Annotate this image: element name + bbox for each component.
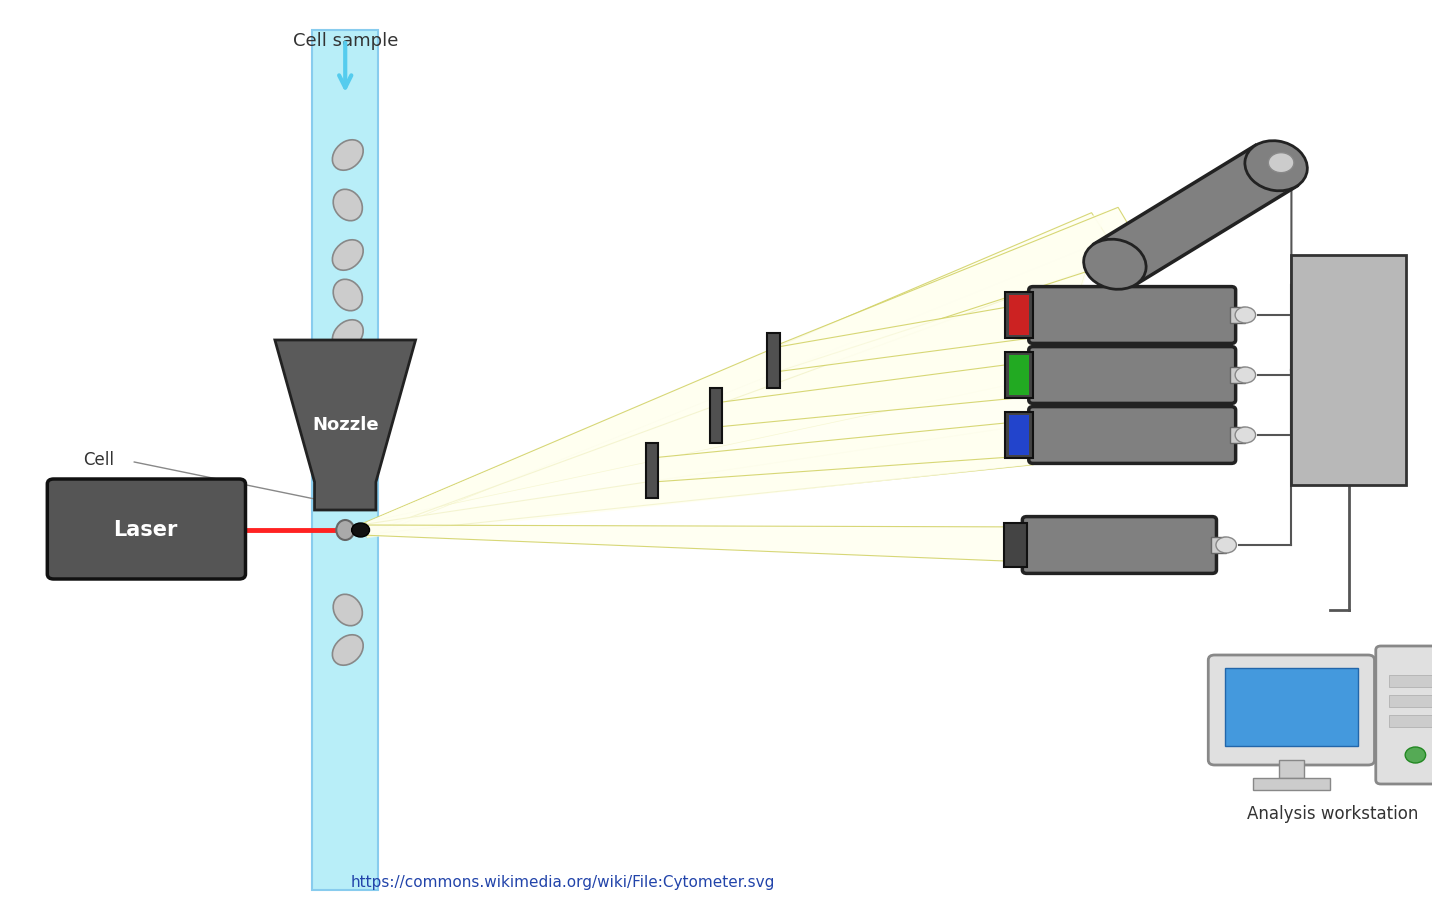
- Bar: [1388, 695, 1440, 707]
- Bar: [1292, 255, 1407, 485]
- Circle shape: [351, 523, 370, 537]
- Text: Laser: Laser: [114, 520, 179, 540]
- Ellipse shape: [333, 594, 363, 626]
- FancyBboxPatch shape: [1375, 646, 1440, 784]
- Polygon shape: [714, 357, 1071, 427]
- Bar: [1230, 367, 1246, 383]
- FancyBboxPatch shape: [1208, 655, 1375, 765]
- Ellipse shape: [1244, 140, 1308, 191]
- Bar: [1230, 427, 1246, 443]
- Bar: [1388, 715, 1440, 727]
- Bar: [1004, 523, 1027, 567]
- Bar: [1230, 307, 1246, 323]
- FancyBboxPatch shape: [1022, 517, 1217, 574]
- Circle shape: [1269, 152, 1295, 173]
- Ellipse shape: [333, 140, 363, 170]
- Ellipse shape: [333, 319, 363, 351]
- FancyBboxPatch shape: [48, 479, 245, 579]
- FancyBboxPatch shape: [1028, 407, 1236, 464]
- Polygon shape: [360, 425, 1034, 535]
- Bar: [1005, 352, 1032, 398]
- Text: Cell: Cell: [84, 451, 114, 469]
- Polygon shape: [710, 387, 723, 442]
- Circle shape: [1236, 367, 1256, 383]
- Polygon shape: [367, 210, 1106, 538]
- Polygon shape: [768, 332, 780, 387]
- Text: Analysis workstation: Analysis workstation: [1247, 805, 1418, 823]
- Text: Nozzle: Nozzle: [312, 416, 379, 434]
- Bar: [1388, 675, 1440, 687]
- Polygon shape: [275, 340, 416, 510]
- Bar: [1225, 668, 1358, 746]
- Ellipse shape: [333, 359, 363, 391]
- Text: https://commons.wikimedia.org/wiki/File:Cytometer.svg: https://commons.wikimedia.org/wiki/File:…: [350, 875, 775, 890]
- Ellipse shape: [333, 279, 363, 310]
- Polygon shape: [770, 297, 1071, 372]
- FancyBboxPatch shape: [1028, 286, 1236, 343]
- Polygon shape: [367, 245, 1093, 538]
- Bar: [1253, 778, 1329, 790]
- Circle shape: [1215, 537, 1237, 553]
- FancyBboxPatch shape: [1028, 347, 1236, 403]
- Bar: [1009, 415, 1030, 455]
- Bar: [1279, 760, 1305, 778]
- Bar: [1005, 412, 1032, 458]
- Polygon shape: [357, 213, 1120, 534]
- Ellipse shape: [333, 399, 363, 431]
- Ellipse shape: [333, 189, 363, 220]
- Text: Cell sample: Cell sample: [292, 32, 397, 50]
- Bar: [312, 30, 379, 890]
- Polygon shape: [360, 525, 1056, 563]
- Bar: [1211, 537, 1227, 553]
- Circle shape: [1236, 307, 1256, 323]
- Polygon shape: [651, 417, 1070, 482]
- Bar: [1009, 295, 1030, 335]
- Ellipse shape: [333, 240, 363, 270]
- Polygon shape: [1094, 145, 1296, 285]
- Ellipse shape: [1084, 240, 1146, 289]
- Polygon shape: [645, 442, 658, 498]
- Circle shape: [1405, 747, 1426, 763]
- Ellipse shape: [333, 634, 363, 666]
- Ellipse shape: [337, 520, 354, 540]
- Polygon shape: [768, 207, 1145, 371]
- Bar: [1009, 355, 1030, 395]
- Circle shape: [1236, 427, 1256, 443]
- Bar: [1005, 292, 1032, 338]
